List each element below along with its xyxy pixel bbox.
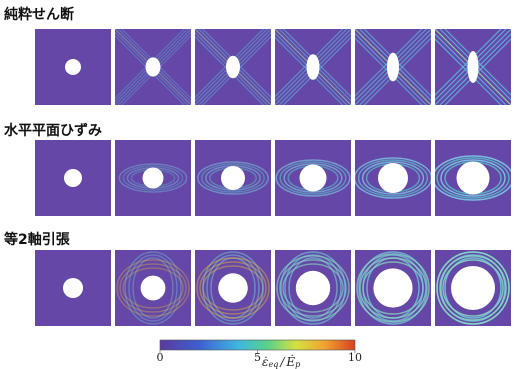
hole: [64, 169, 82, 187]
panel: [275, 250, 351, 326]
panel: [433, 140, 513, 216]
panel: [115, 250, 191, 326]
panel: [275, 140, 351, 216]
row-label: 水平平面ひずみ: [4, 122, 102, 139]
hole: [307, 54, 320, 80]
panel: [262, 24, 365, 110]
panel: [355, 250, 431, 326]
row-label: 等2軸引張: [4, 231, 71, 248]
figure: ε̇eq/Ėp 純粋せん断水平平面ひずみ等2軸引張 0 5 10: [0, 0, 516, 369]
hole: [378, 163, 408, 193]
panel: [115, 140, 191, 216]
hole: [218, 273, 248, 303]
hole: [143, 168, 164, 189]
hole: [296, 271, 330, 305]
panel: [435, 250, 511, 326]
hole: [63, 278, 83, 298]
hole: [300, 165, 327, 192]
tick-label: 5: [254, 351, 261, 364]
hole: [221, 166, 245, 190]
panel: [355, 140, 432, 216]
hole: [468, 51, 479, 83]
colorbar: [160, 340, 355, 350]
hole: [451, 266, 495, 310]
tick-label: 10: [348, 351, 362, 364]
panel: [35, 250, 111, 326]
hole: [387, 53, 399, 82]
panel: [103, 24, 203, 110]
colorbar-label: ε̇eq/Ėp: [262, 354, 300, 369]
row-label: 純粋せん断: [4, 6, 74, 23]
tick-label: 0: [157, 351, 164, 364]
panel: [341, 24, 445, 110]
panel: [35, 140, 111, 216]
hole: [65, 59, 81, 75]
hole: [141, 276, 166, 301]
panel: [182, 24, 283, 110]
panel: [195, 250, 271, 326]
panel: [195, 140, 271, 216]
hole: [457, 162, 490, 195]
panel: [420, 24, 516, 110]
hole: [373, 268, 412, 307]
panel: [35, 29, 111, 105]
hole: [226, 56, 240, 78]
hole: [146, 57, 161, 76]
